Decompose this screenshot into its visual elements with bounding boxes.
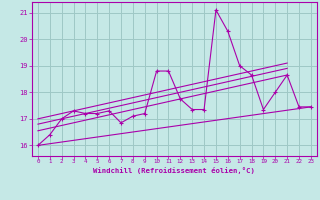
X-axis label: Windchill (Refroidissement éolien,°C): Windchill (Refroidissement éolien,°C) (93, 167, 255, 174)
